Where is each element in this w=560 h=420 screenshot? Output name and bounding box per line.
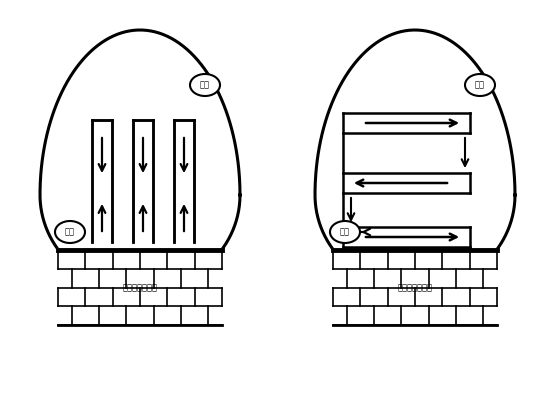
- Text: 起点: 起点: [340, 228, 350, 236]
- Ellipse shape: [465, 74, 495, 96]
- Text: 终点: 终点: [200, 81, 210, 89]
- Text: 起点: 起点: [65, 228, 75, 236]
- Bar: [333, 250, 497, 325]
- Text: 终点: 终点: [475, 81, 485, 89]
- Bar: [92, 120, 112, 242]
- Bar: [344, 228, 469, 246]
- Ellipse shape: [190, 74, 220, 96]
- Bar: [344, 114, 469, 132]
- Ellipse shape: [330, 221, 360, 243]
- Bar: [174, 120, 194, 242]
- Bar: [343, 111, 470, 249]
- Bar: [344, 174, 469, 192]
- Ellipse shape: [55, 221, 85, 243]
- Bar: [133, 120, 153, 242]
- Text: 下台阶控制爆破: 下台阶控制爆破: [398, 283, 432, 292]
- Bar: [58, 250, 222, 325]
- Text: 下台阶控制爆破: 下台阶控制爆破: [123, 283, 157, 292]
